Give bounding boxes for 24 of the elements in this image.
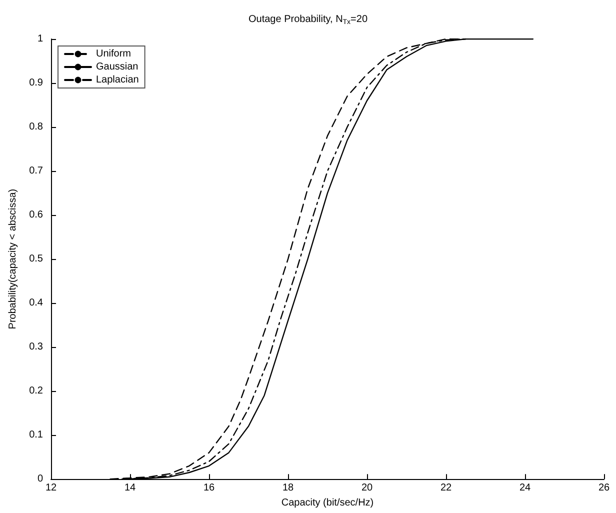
x-axis-title: Capacity (bit/sec/Hz) — [281, 498, 374, 508]
x-tick-label: 18 — [282, 482, 294, 494]
legend-label: Gaussian — [96, 62, 138, 72]
y-tick-label: 0.1 — [29, 430, 44, 441]
y-tick-label: 0.7 — [29, 166, 44, 177]
x-tick-label: 22 — [440, 482, 452, 494]
legend-label: Laplacian — [96, 74, 139, 86]
legend-label: Uniform — [96, 48, 132, 60]
y-tick-label: 0.6 — [29, 210, 44, 221]
x-tick-label: 16 — [203, 482, 215, 494]
x-tick-label: 26 — [598, 482, 610, 494]
x-tick-label: 20 — [361, 482, 373, 494]
y-tick-label: 0 — [37, 474, 44, 485]
y-tick-label: 0.3 — [29, 342, 44, 353]
y-tick-label: 0.2 — [29, 386, 44, 397]
x-tick-label: 12 — [45, 482, 57, 494]
x-tick-label: 24 — [519, 482, 531, 494]
x-tick-label: 14 — [124, 482, 136, 494]
y-tick-label: 0.9 — [29, 78, 44, 89]
y-tick-label: 0.8 — [29, 122, 44, 133]
y-tick-label: 1 — [37, 34, 44, 44]
y-tick-label: 0.4 — [29, 298, 44, 309]
y-tick-label: 0.5 — [29, 254, 44, 265]
y-axis-title: Probability(capacity < abscissa) — [8, 188, 19, 330]
